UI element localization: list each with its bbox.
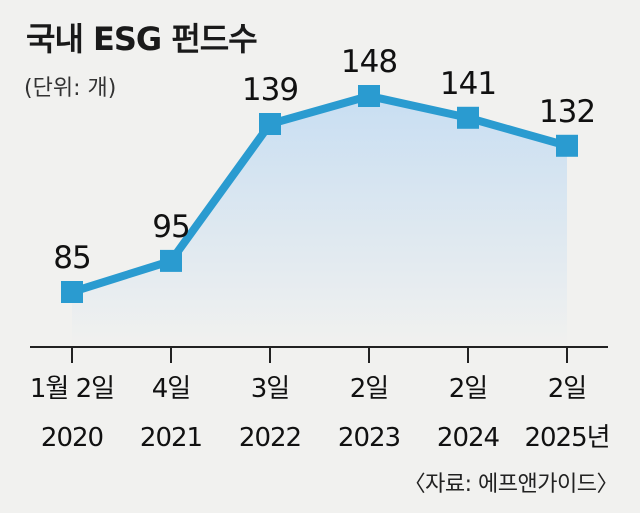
data-label: 139 <box>242 72 298 108</box>
data-point-marker <box>457 106 479 129</box>
data-point-marker <box>556 134 578 157</box>
x-tick-label-day: 2일 <box>548 374 586 404</box>
data-point-marker <box>160 249 182 272</box>
series-line <box>70 92 569 296</box>
data-label: 95 <box>152 209 189 245</box>
chart-title: 국내 ESG 펀드수 <box>26 20 258 58</box>
x-tick-label-day: 4일 <box>152 374 190 404</box>
x-tick-label-day: 1월 2일 <box>30 374 114 404</box>
data-point-marker <box>358 85 380 107</box>
x-tick-label-day: 3일 <box>251 374 289 404</box>
x-tick-label-day: 2일 <box>449 374 487 404</box>
data-label: 85 <box>53 240 90 276</box>
x-tick-label-year: 2022 <box>239 423 301 453</box>
unit-note: (단위: 개) <box>24 76 117 101</box>
x-tick-label-year: 2024 <box>437 423 500 453</box>
data-point-marker <box>61 281 83 303</box>
x-tick-label-year: 2025년 <box>524 423 609 453</box>
data-point-marker <box>259 113 281 135</box>
x-tick-label-year: 2023 <box>338 423 400 453</box>
data-label: 148 <box>341 44 397 80</box>
x-tick-label-day: 2일 <box>350 374 388 404</box>
data-label: 141 <box>440 66 496 102</box>
area-fill <box>72 96 567 347</box>
data-label: 132 <box>539 94 595 130</box>
source-note: 〈자료: 에프앤가이드〉 <box>403 472 619 497</box>
x-tick-label-year: 2020 <box>41 423 103 453</box>
x-tick-label-year: 2021 <box>140 423 202 453</box>
